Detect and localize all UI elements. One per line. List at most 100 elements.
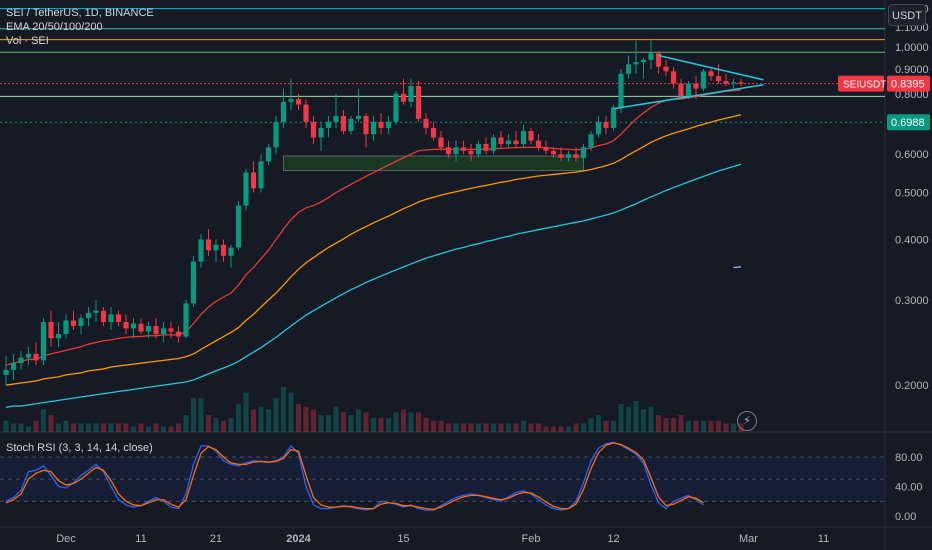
volume-bar <box>183 415 189 432</box>
volume-bar <box>401 409 406 432</box>
candle <box>3 355 9 386</box>
lightning-icon[interactable]: ⚡ <box>737 411 757 431</box>
currency-button[interactable]: USDT <box>888 4 926 26</box>
candle-body <box>160 328 167 335</box>
candle <box>340 110 347 135</box>
candle-body <box>130 323 137 329</box>
candle <box>730 78 737 89</box>
symbol-price-tag <box>838 75 884 92</box>
candle <box>198 234 204 268</box>
volume-bar <box>273 398 279 432</box>
price-tick-label: 0.4000 <box>895 234 929 246</box>
candle <box>348 115 354 135</box>
volume-bar <box>686 420 691 432</box>
candle <box>258 154 264 193</box>
candle-body <box>243 172 249 206</box>
volume-bar <box>371 417 376 432</box>
volume-bar <box>723 423 729 432</box>
stoch-rsi-label[interactable]: Stoch RSI (3, 3, 14, 14, close) <box>6 442 153 454</box>
volume-bar <box>618 403 624 432</box>
volume-bar <box>221 420 226 432</box>
chart-legend: SEI / TetherUS, 1D, BINANCE EMA 20/50/10… <box>6 6 154 48</box>
candle <box>543 140 549 155</box>
volume-bar <box>356 409 361 432</box>
volume-bar <box>506 423 511 432</box>
volume-bar <box>33 420 39 432</box>
volume-bar <box>536 423 541 432</box>
candle-body <box>63 320 69 335</box>
volume-bar <box>551 426 556 432</box>
candle-body <box>633 62 639 65</box>
candle <box>78 314 84 335</box>
time-tick-label: 21 <box>210 533 222 545</box>
volume-bar <box>543 426 549 432</box>
volume-bar <box>86 423 91 432</box>
candle-body <box>378 121 384 128</box>
price-tick-label: 0.5000 <box>895 188 929 200</box>
candle-body <box>175 331 182 337</box>
candle-body <box>408 86 414 102</box>
candle-body <box>520 131 527 144</box>
candle-body <box>123 322 129 329</box>
candle <box>438 131 444 151</box>
candle-body <box>453 147 459 155</box>
candle-body <box>220 244 227 256</box>
volume-bar <box>236 403 241 432</box>
candle <box>700 69 707 92</box>
candle-body <box>423 118 429 128</box>
candle <box>265 143 272 166</box>
candle <box>633 40 639 74</box>
volume-bar <box>498 423 504 432</box>
candle <box>160 322 167 343</box>
volume-bar <box>476 423 481 432</box>
volume-bar <box>446 423 451 432</box>
candle-body <box>280 101 287 122</box>
candle <box>153 318 159 339</box>
candle-body <box>303 104 309 122</box>
volume-bar <box>108 423 114 432</box>
candle-body <box>588 134 594 148</box>
candle-body <box>3 369 9 375</box>
candle <box>213 239 219 262</box>
volume-bar <box>326 415 331 432</box>
candle <box>535 134 542 151</box>
candle <box>648 38 654 70</box>
volume-bar <box>363 412 369 432</box>
candle-body <box>513 140 519 144</box>
candle <box>738 78 744 87</box>
volume-label[interactable]: Vol · SEI <box>6 35 49 47</box>
candle-body <box>505 140 512 144</box>
volume-bar <box>461 423 466 432</box>
candle <box>520 124 527 148</box>
candle-body <box>663 66 669 72</box>
candle <box>415 81 422 122</box>
candle <box>138 318 144 335</box>
volume-bar <box>168 426 174 432</box>
volume-bar <box>48 415 54 432</box>
volume-bar <box>378 417 384 432</box>
time-tick-label: 2024 <box>286 533 311 545</box>
candle-body <box>363 115 369 135</box>
volume-bar <box>521 420 526 432</box>
candle <box>400 78 407 105</box>
candle-body <box>333 115 339 122</box>
candle <box>618 69 624 114</box>
volume-bar <box>588 417 594 432</box>
volume-bar <box>603 420 609 432</box>
candle <box>130 318 137 339</box>
candle <box>70 310 77 330</box>
candle-body <box>490 137 497 151</box>
candle <box>715 64 722 84</box>
time-tick-label: 11 <box>135 533 146 545</box>
candle-body <box>33 353 39 361</box>
candle-body <box>55 334 62 339</box>
candle <box>453 140 459 162</box>
volume-bar <box>281 387 286 432</box>
indicator-label[interactable]: EMA 20/50/100/200 <box>6 21 103 33</box>
candle <box>588 131 594 151</box>
candle-body <box>460 147 467 151</box>
symbol-title[interactable]: SEI / TetherUS, 1D, BINANCE <box>6 7 154 19</box>
candle <box>273 115 279 155</box>
